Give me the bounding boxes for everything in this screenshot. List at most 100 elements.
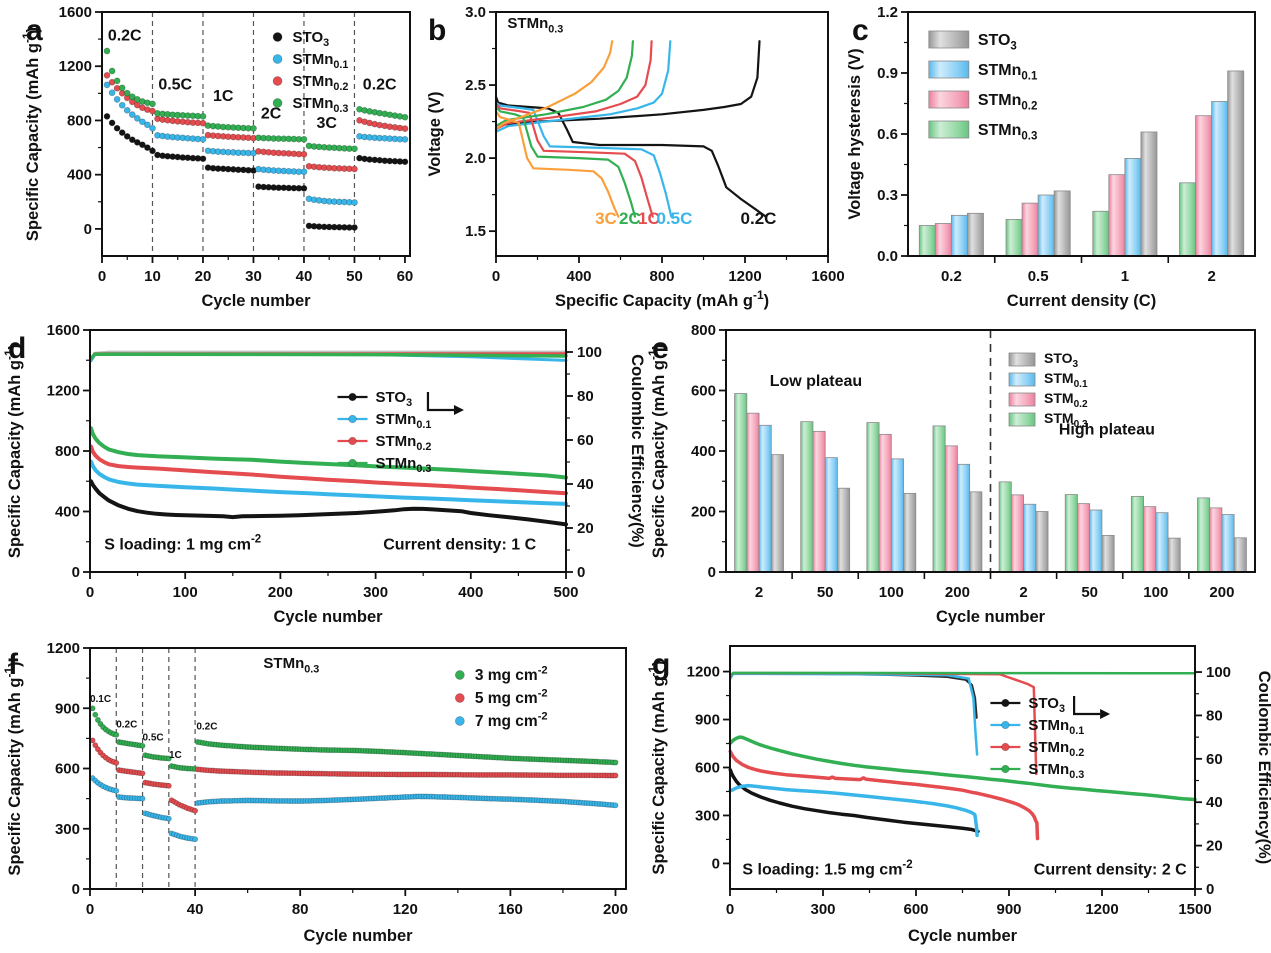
panel-f-sulfur-loading: f 0 40 80 120 160 200 0 300 600 900 1200 Cycle numbe… [0,634,644,953]
svg-text:800: 800 [67,112,92,129]
svg-text:0: 0 [72,881,80,898]
series-STMn0.3 [728,735,1197,802]
legend-swatch-icon [1008,412,1036,427]
series-layer [734,393,1247,573]
svg-text:300: 300 [55,821,80,838]
svg-text:200: 200 [945,584,970,601]
bar [1233,537,1247,573]
bar [932,425,946,573]
series-layer [918,70,1245,257]
series-STMn0.3 [103,47,409,153]
svg-text:0.2C: 0.2C [363,76,397,93]
svg-text:1.2: 1.2 [877,4,898,21]
svg-text:0: 0 [712,855,720,872]
svg-text:1200: 1200 [47,640,80,657]
legend-swatch-icon [928,120,970,139]
panel-g-long-cycling-2c: g 0 300 600 900 1200 1500 0 300 600 900 1200 0 20 40 60… [644,634,1271,953]
svg-text:600: 600 [695,760,720,777]
svg-text:300: 300 [810,901,835,918]
svg-text:STM0.1: STM0.1 [1044,370,1088,390]
svg-text:0.2C: 0.2C [116,719,137,730]
panel-a-rate-capability: a 0 10 20 30 40 50 60 0 400 800 1200 1600 Cycle numbe… [18,0,420,318]
svg-text:STM0.2: STM0.2 [1044,390,1088,410]
svg-text:1.5: 1.5 [465,223,486,240]
bar [957,463,971,573]
series-STMn0.1 [89,459,568,506]
bar [969,491,983,573]
series-STMn0.2 [728,749,1040,841]
bar [1124,157,1142,257]
svg-text:STO3: STO3 [376,389,413,409]
svg-text:100: 100 [1143,584,1168,601]
panel-letter-g: g [652,648,670,681]
svg-text:40: 40 [296,268,313,285]
svg-text:0.2C: 0.2C [196,721,217,732]
svg-text:Current density: 1 C: Current density: 1 C [383,536,536,553]
svg-text:Cycle number: Cycle number [201,292,311,310]
svg-text:Cycle number: Cycle number [908,927,1018,945]
legend: 3 mg cm-2 5 mg cm-2 7 mg cm-2 [454,664,548,730]
svg-text:100: 100 [173,584,198,601]
bar [1209,507,1223,573]
svg-text:80: 80 [292,901,309,918]
svg-text:Specific Capacity (mAh g-1): Specific Capacity (mAh g-1) [2,344,24,558]
legend-swatch-icon [1008,352,1036,367]
svg-text:0: 0 [84,221,92,238]
svg-text:200: 200 [268,584,293,601]
bar [812,430,826,573]
bar [903,492,917,573]
series-layer [728,671,1197,841]
series-layer [103,47,409,231]
bar [1064,494,1078,573]
bar [1035,511,1049,573]
svg-text:60: 60 [577,432,594,449]
svg-text:160: 160 [498,901,523,918]
svg-text:0: 0 [86,584,94,601]
panel-letter-c: c [852,14,869,47]
svg-text:600: 600 [55,761,80,778]
svg-text:3 mg cm-2: 3 mg cm-2 [475,664,548,684]
series-5mg [89,737,619,814]
svg-text:60: 60 [397,268,414,285]
svg-text:1600: 1600 [47,322,80,339]
svg-text:STMn0.3: STMn0.3 [507,15,563,35]
series-STMn0.2-CE [729,671,1038,776]
panel-letter-f: f [8,648,19,681]
svg-text:STMn0.2: STMn0.2 [376,433,432,453]
bar [1197,497,1211,573]
bar [758,424,772,573]
series-3mg [89,705,619,772]
series-STO3 [967,70,1245,257]
svg-text:STO3: STO3 [293,29,330,49]
svg-text:2.5: 2.5 [465,77,486,94]
svg-text:STMn0.3: STMn0.3 [293,95,349,115]
series-STO3 [89,479,568,527]
svg-text:1200: 1200 [47,383,80,400]
svg-text:500: 500 [553,584,578,601]
svg-text:STMn0.3: STMn0.3 [376,455,432,475]
series-STMn0.3-CE [729,671,1197,678]
bar [998,481,1012,573]
bar [918,225,936,257]
bar [1023,503,1037,573]
svg-text:400: 400 [55,504,80,521]
bar [734,393,748,573]
bar [1092,210,1110,257]
svg-text:STM0.3: STM0.3 [1044,410,1088,430]
bar [890,458,904,573]
series-layer [89,350,568,527]
bar [1155,512,1169,573]
svg-text:20: 20 [577,520,594,537]
series-STM0.1 [758,424,1235,573]
svg-text:0.2: 0.2 [941,268,962,285]
panel-b-voltage-profiles: b 0 400 800 1200 1600 1.5 2.0 2.5 3.0 Specific Cap… [420,0,845,318]
svg-text:2C: 2C [261,105,282,122]
panel-letter-d: d [8,332,26,365]
series-STM0.3 [734,393,1211,573]
legend-swatch-icon [1008,372,1036,387]
bar [824,457,838,573]
series-STO3-CE [729,672,978,719]
